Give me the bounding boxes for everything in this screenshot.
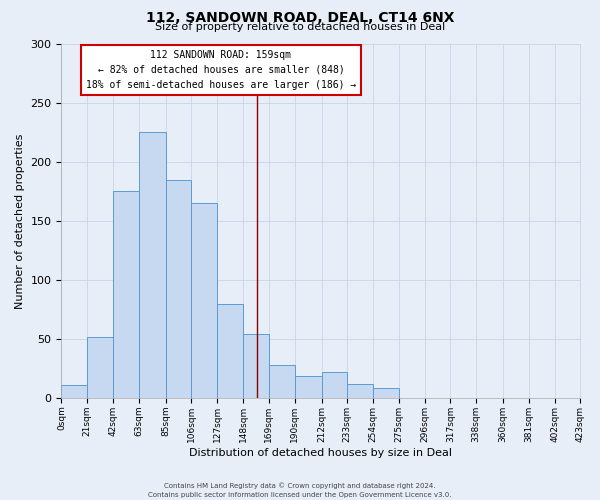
X-axis label: Distribution of detached houses by size in Deal: Distribution of detached houses by size … — [190, 448, 452, 458]
Bar — [166, 180, 191, 398]
Bar — [113, 192, 139, 398]
Text: 112 SANDOWN ROAD: 159sqm
← 82% of detached houses are smaller (848)
18% of semi-: 112 SANDOWN ROAD: 159sqm ← 82% of detach… — [86, 50, 356, 90]
Bar — [217, 304, 243, 398]
Bar — [269, 365, 295, 398]
Bar — [61, 385, 87, 398]
Bar — [243, 334, 269, 398]
Bar — [347, 384, 373, 398]
Bar — [295, 376, 322, 398]
Bar — [87, 336, 113, 398]
Text: Size of property relative to detached houses in Deal: Size of property relative to detached ho… — [155, 22, 445, 32]
Text: 112, SANDOWN ROAD, DEAL, CT14 6NX: 112, SANDOWN ROAD, DEAL, CT14 6NX — [146, 11, 454, 25]
Bar — [322, 372, 347, 398]
Y-axis label: Number of detached properties: Number of detached properties — [15, 134, 25, 308]
Text: Contains public sector information licensed under the Open Government Licence v3: Contains public sector information licen… — [148, 492, 452, 498]
Bar — [191, 204, 217, 398]
Bar — [373, 388, 399, 398]
Bar — [139, 132, 166, 398]
Text: Contains HM Land Registry data © Crown copyright and database right 2024.: Contains HM Land Registry data © Crown c… — [164, 482, 436, 489]
